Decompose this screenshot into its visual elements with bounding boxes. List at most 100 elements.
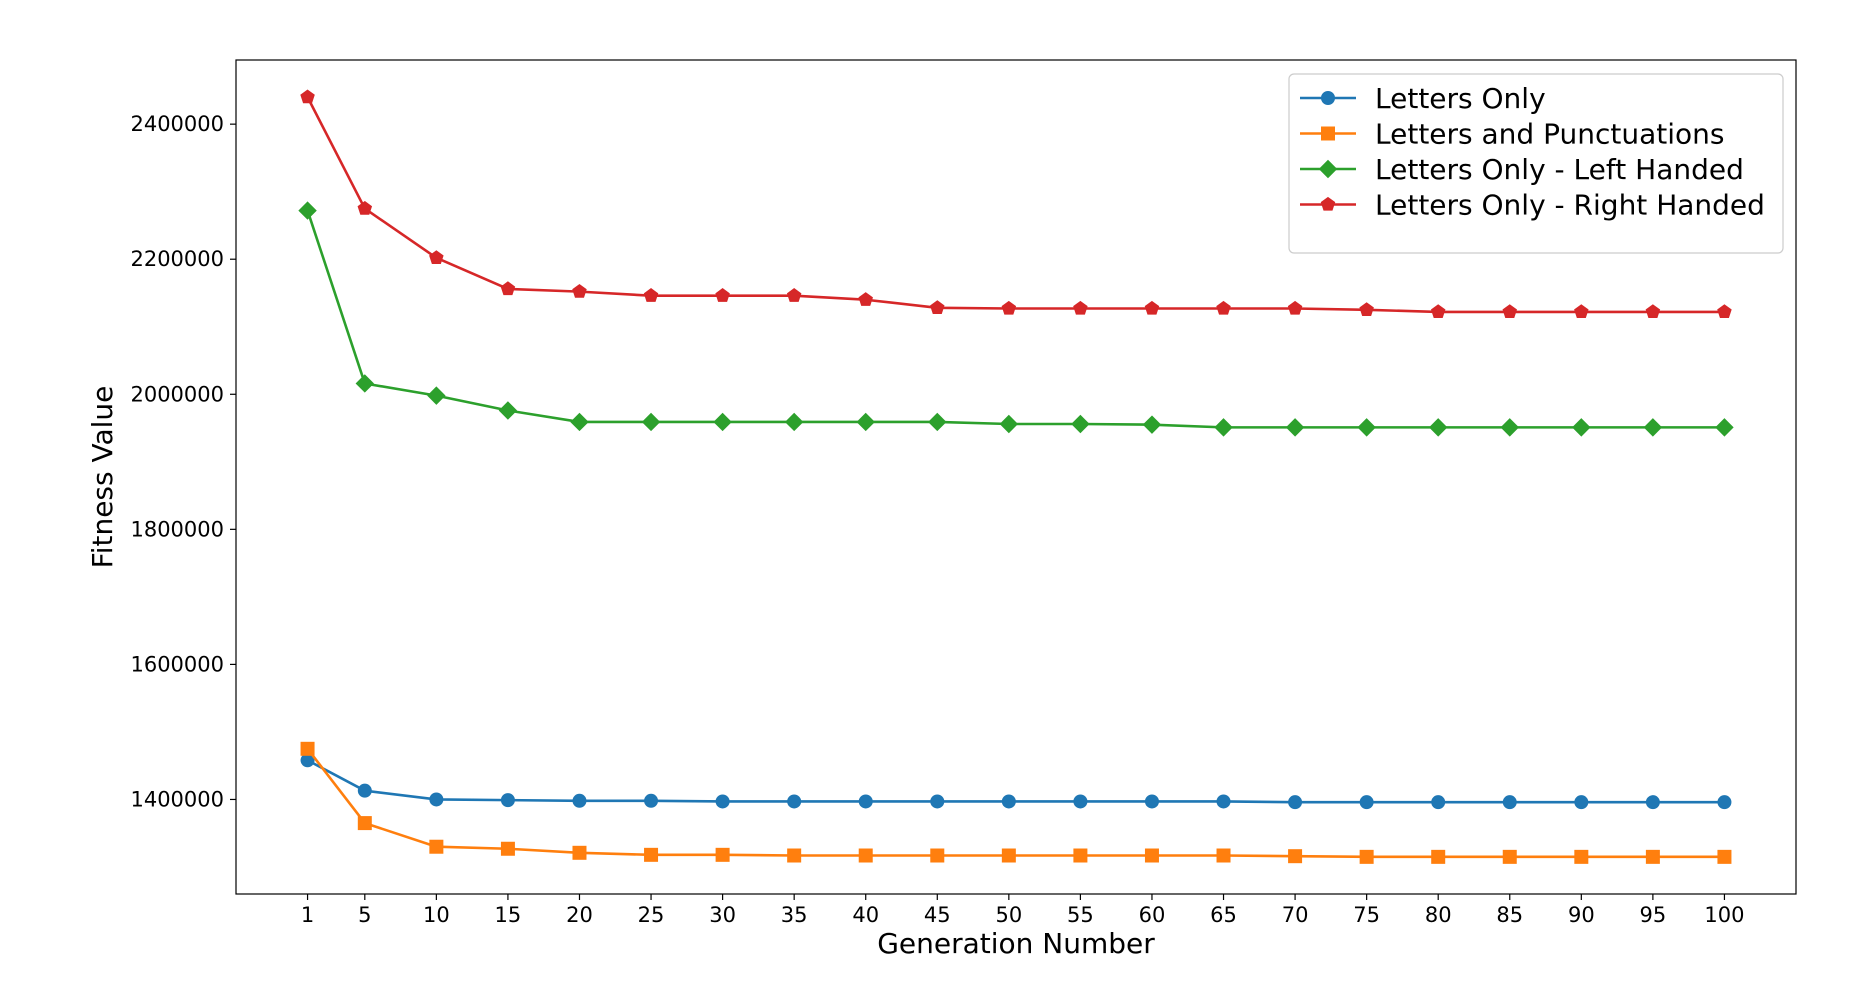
legend-marker — [1318, 159, 1338, 179]
data-point — [856, 412, 875, 432]
x-axis-ticks: 1 5 10 15 20 25 30 35 40 45 50 55 60 65 70 75 80 85 90 95 10… — [301, 894, 1744, 927]
data-point — [300, 741, 315, 756]
x-tick-label: 75 — [1353, 903, 1380, 927]
series-group — [300, 741, 1732, 864]
data-point — [1001, 848, 1016, 863]
x-tick-label: 35 — [781, 903, 808, 927]
data-point — [930, 848, 945, 863]
data-point — [1359, 302, 1374, 317]
data-point — [1071, 414, 1090, 434]
y-tick-label: 1400000 — [130, 787, 224, 811]
x-tick-label: 70 — [1282, 903, 1309, 927]
data-point — [429, 792, 444, 807]
legend-label: Letters Only - Left Handed — [1375, 153, 1744, 186]
data-point — [1428, 418, 1448, 437]
series-group — [300, 753, 1732, 810]
data-point — [784, 412, 804, 432]
data-point — [1288, 795, 1303, 810]
data-point — [641, 412, 661, 432]
data-point — [1502, 304, 1518, 319]
data-point — [500, 841, 515, 856]
data-point — [644, 847, 659, 862]
x-tick-label: 65 — [1210, 903, 1237, 927]
data-point — [1645, 304, 1661, 319]
data-point — [930, 300, 945, 314]
legend-marker — [1321, 91, 1335, 105]
x-tick-label: 20 — [566, 903, 593, 927]
legend-item: Letters Only - Left Handed — [1300, 153, 1744, 186]
y-tick-label: 2000000 — [130, 382, 224, 406]
data-point — [500, 281, 516, 296]
data-point — [572, 845, 587, 860]
plot-frame — [235, 59, 1797, 895]
legend-item: Letters Only - Right Handed — [1300, 189, 1765, 222]
data-point — [427, 386, 446, 405]
data-point — [357, 783, 372, 798]
data-point — [1574, 304, 1589, 319]
data-point — [999, 414, 1019, 434]
series-group — [298, 201, 1734, 437]
data-point — [1502, 795, 1517, 810]
x-tick-label: 50 — [995, 903, 1022, 927]
data-point — [500, 793, 515, 808]
data-point — [1144, 848, 1159, 863]
legend-marker — [1321, 126, 1335, 141]
data-point — [1359, 795, 1374, 810]
data-point — [498, 401, 518, 420]
data-point — [572, 284, 587, 298]
legend-label: Letters Only — [1375, 82, 1546, 115]
x-tick-label: 30 — [709, 903, 736, 927]
legend-item: Letters Only — [1300, 82, 1546, 115]
data-point — [787, 794, 802, 809]
data-point — [1574, 795, 1589, 810]
data-point — [930, 794, 945, 809]
data-point — [1717, 849, 1732, 864]
legend-label: Letters and Punctuations — [1375, 118, 1724, 151]
data-point — [1574, 849, 1589, 864]
data-point — [1216, 794, 1231, 809]
data-point — [1645, 849, 1660, 864]
data-point — [1431, 795, 1446, 810]
y-tick-label: 1800000 — [130, 517, 224, 541]
x-axis-label: Generation Number — [877, 927, 1155, 960]
data-point — [1001, 300, 1017, 315]
data-point — [715, 794, 730, 809]
data-point — [787, 848, 802, 863]
data-point — [1216, 300, 1231, 315]
data-point — [858, 848, 873, 863]
data-point — [357, 200, 373, 215]
data-point — [1715, 418, 1734, 437]
data-point — [1073, 300, 1088, 315]
data-point — [429, 839, 444, 854]
y-axis-ticks: 1400000 1600000 1800000 2000000 2200000 24000… — [130, 112, 236, 811]
x-tick-label: 25 — [638, 903, 665, 927]
data-point — [715, 288, 730, 302]
data-point — [1359, 849, 1374, 864]
data-point — [570, 412, 589, 432]
x-tick-label: 5 — [358, 903, 371, 927]
x-tick-label: 15 — [495, 903, 522, 927]
data-point — [429, 250, 444, 265]
series-group — [300, 89, 1732, 319]
y-axis-label: Fitness Value — [86, 386, 119, 569]
data-point — [1430, 304, 1446, 319]
data-point — [355, 374, 375, 393]
legend-item: Letters and Punctuations — [1300, 118, 1724, 151]
data-point — [1288, 849, 1303, 864]
data-point — [1073, 848, 1088, 863]
data-point — [1572, 418, 1591, 437]
data-point — [1645, 795, 1660, 810]
data-point — [1144, 794, 1159, 809]
x-tick-label: 95 — [1640, 903, 1667, 927]
x-tick-label: 85 — [1496, 903, 1523, 927]
data-point — [1717, 304, 1732, 319]
data-point — [1643, 418, 1663, 437]
data-point — [713, 412, 732, 432]
data-point — [1001, 794, 1016, 809]
data-point — [1500, 418, 1519, 437]
data-point — [1502, 849, 1517, 864]
